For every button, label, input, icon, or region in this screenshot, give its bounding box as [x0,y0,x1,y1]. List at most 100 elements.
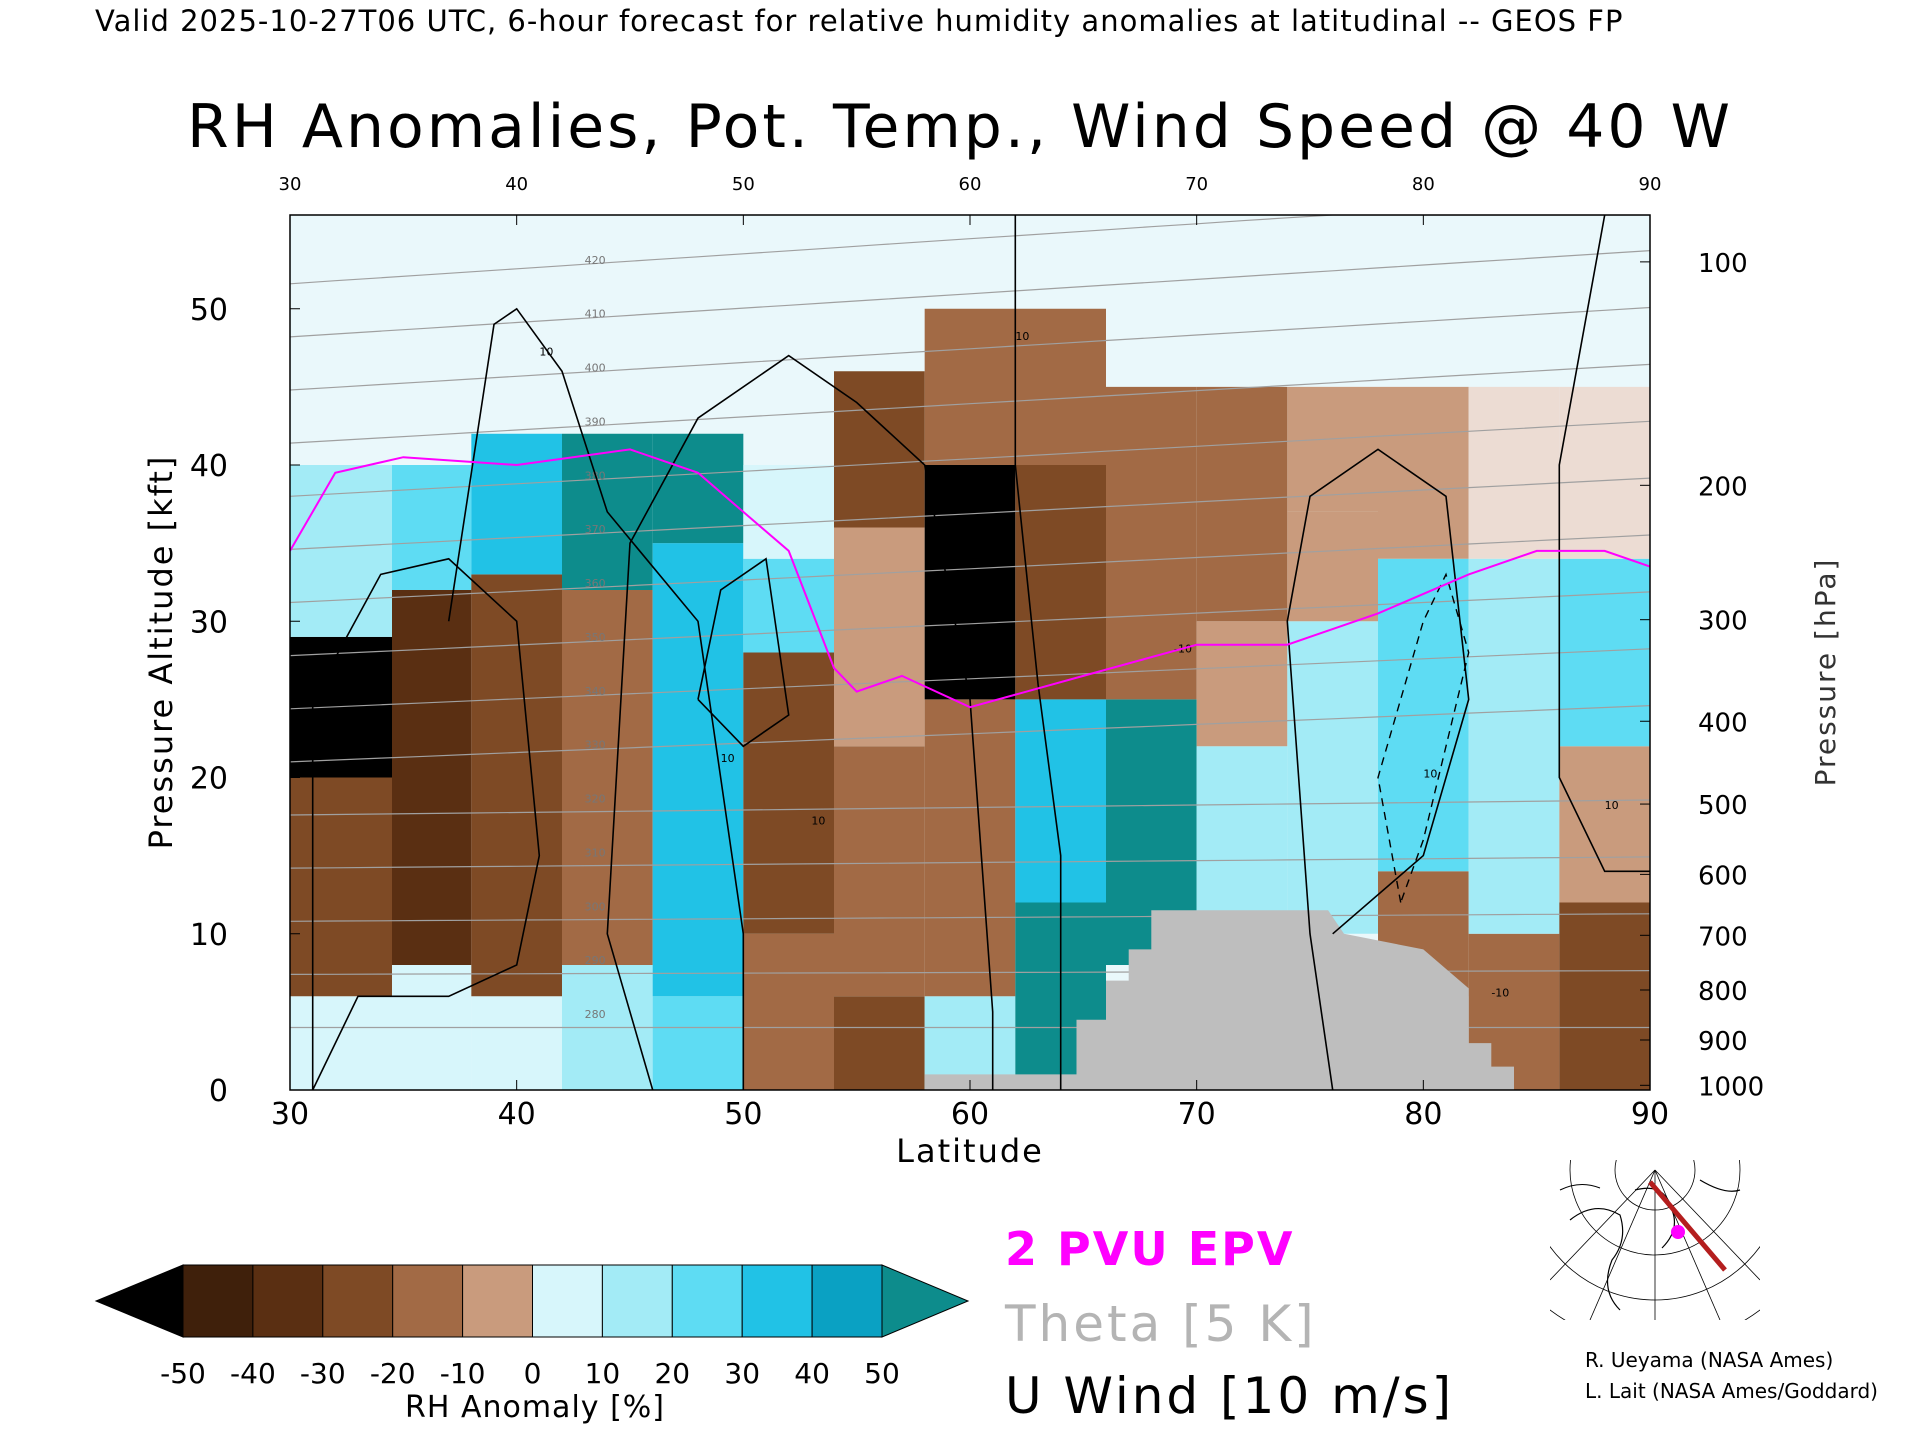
rh-cell [924,699,1016,997]
pressure-tick-label: 300 [1698,607,1748,637]
colorbar-bin [392,1264,464,1338]
rh-cell [1196,386,1288,622]
theta-contour [290,705,1650,763]
colorbar-tick-label: 20 [654,1357,690,1390]
tropopause-2pvu-line [290,448,1650,709]
y-axis-right-label: Pressure [hPa] [1809,558,1842,787]
legend-theta: Theta [5 K] [1005,1295,1317,1353]
terrain-mask [924,910,1514,1090]
colorbar-bin [741,1264,813,1338]
rh-cell [1015,308,1106,465]
rh-cell [1196,621,1288,747]
plot-area: 2802903003103203303403503603703803904004… [290,215,1650,1090]
theta-label: 320 [585,793,606,806]
colorbar-tick-label: -40 [230,1357,276,1390]
terrain-shape [924,910,1514,1090]
colorbar-tick-label: 10 [585,1357,621,1390]
theta-contour [290,420,1650,497]
x-tick-label: 60 [951,1097,989,1132]
rh-cell [1559,902,1650,1090]
x-tick-label: 70 [1178,1097,1216,1132]
rh-cell [290,636,392,778]
theta-label: 410 [585,308,606,321]
colorbar-bin [462,1264,534,1338]
rh-cell [1106,590,1197,700]
pressure-tick-label: 100 [1698,249,1748,279]
colorbar-bin [532,1264,603,1338]
colorbar-bin [811,1264,883,1338]
rh-cell [1468,386,1560,559]
rh-cell [743,465,834,559]
colorbar-bin [322,1264,394,1338]
rh-cell [1378,386,1469,559]
rh-cell [290,777,392,997]
map-marker [1671,1225,1685,1239]
x-top-tick-label: 90 [1639,174,1662,195]
colorbar-tick-label: -10 [440,1357,486,1390]
y-tick-label: 20 [190,762,228,797]
y-tick-label: 10 [190,918,228,953]
rh-cell [1468,558,1560,934]
chart-title: RH Anomalies, Pot. Temp., Wind Speed @ 4… [187,92,1733,162]
colorbar-bin [601,1264,673,1338]
rh-cell [290,996,392,1090]
rh-cell [1559,386,1650,559]
x-tick-label: 50 [724,1097,762,1132]
x-axis-label: Latitude [896,1132,1044,1170]
theta-contour [290,856,1650,869]
theta-contour [290,799,1650,816]
theta-label: 370 [585,523,606,536]
u-wind-contour [606,354,994,1090]
rh-cell [924,996,1016,1090]
u-wind-contour [1286,448,1470,1090]
theta-label: 350 [585,631,606,644]
rh-cell [652,543,744,997]
u-wind-label: 10 [811,814,825,827]
theta-label: 290 [585,954,606,967]
rh-cell [392,590,472,965]
rh-cell [743,558,834,653]
theta-contour [290,913,1650,922]
rh-cell [562,590,653,965]
theta-label: 400 [585,362,606,375]
x-top-tick-label: 40 [505,174,528,195]
theta-label: 420 [585,254,606,267]
rh-cell [471,996,562,1090]
pressure-tick-label: 200 [1698,472,1748,502]
rh-cell [1559,746,1650,903]
x-top-tick-label: 50 [732,174,755,195]
rh-cell [743,933,834,1090]
rh-cell [392,465,472,590]
theta-contour [290,534,1650,604]
x-tick-label: 80 [1404,1097,1442,1132]
y-tick-label: 0 [209,1074,228,1109]
y-tick-label: 40 [190,449,228,484]
colorbar-bin [182,1264,254,1338]
u-wind-label: 10 [539,346,553,359]
u-wind-contour [1014,215,1062,1090]
rh-cell [1287,511,1378,622]
colorbar-high-arrow [881,1264,970,1338]
pressure-tick-label: 500 [1698,791,1748,821]
credit-line-2: L. Lait (NASA Ames/Goddard) [1585,1379,1878,1403]
theta-label: 300 [585,900,606,913]
pressure-tick-label: 800 [1698,977,1748,1007]
rh-cell [1106,386,1197,590]
legend-epv: 2 PVU EPV [1005,1222,1295,1276]
u-wind-contour [311,557,541,1090]
x-tick-label: 90 [1631,1097,1669,1132]
u-wind-label: -10 [1491,986,1509,999]
colorbar-bin [252,1264,324,1338]
theta-contours: 2802903003103203303403503603703803904004… [290,215,1650,1029]
rh-anomaly-field [290,308,1650,1090]
rh-cell [290,465,392,637]
credit-line-1: R. Ueyama (NASA Ames) [1585,1348,1834,1372]
pressure-tick-label: 700 [1698,922,1748,952]
x-tick-label: 40 [498,1097,536,1132]
cross-section-track [1648,1180,1727,1272]
x-tick-label: 30 [271,1097,309,1132]
colorbar-tick-label: 50 [864,1357,900,1390]
rh-cell [834,371,925,528]
colorbar-low-arrow [94,1264,184,1338]
